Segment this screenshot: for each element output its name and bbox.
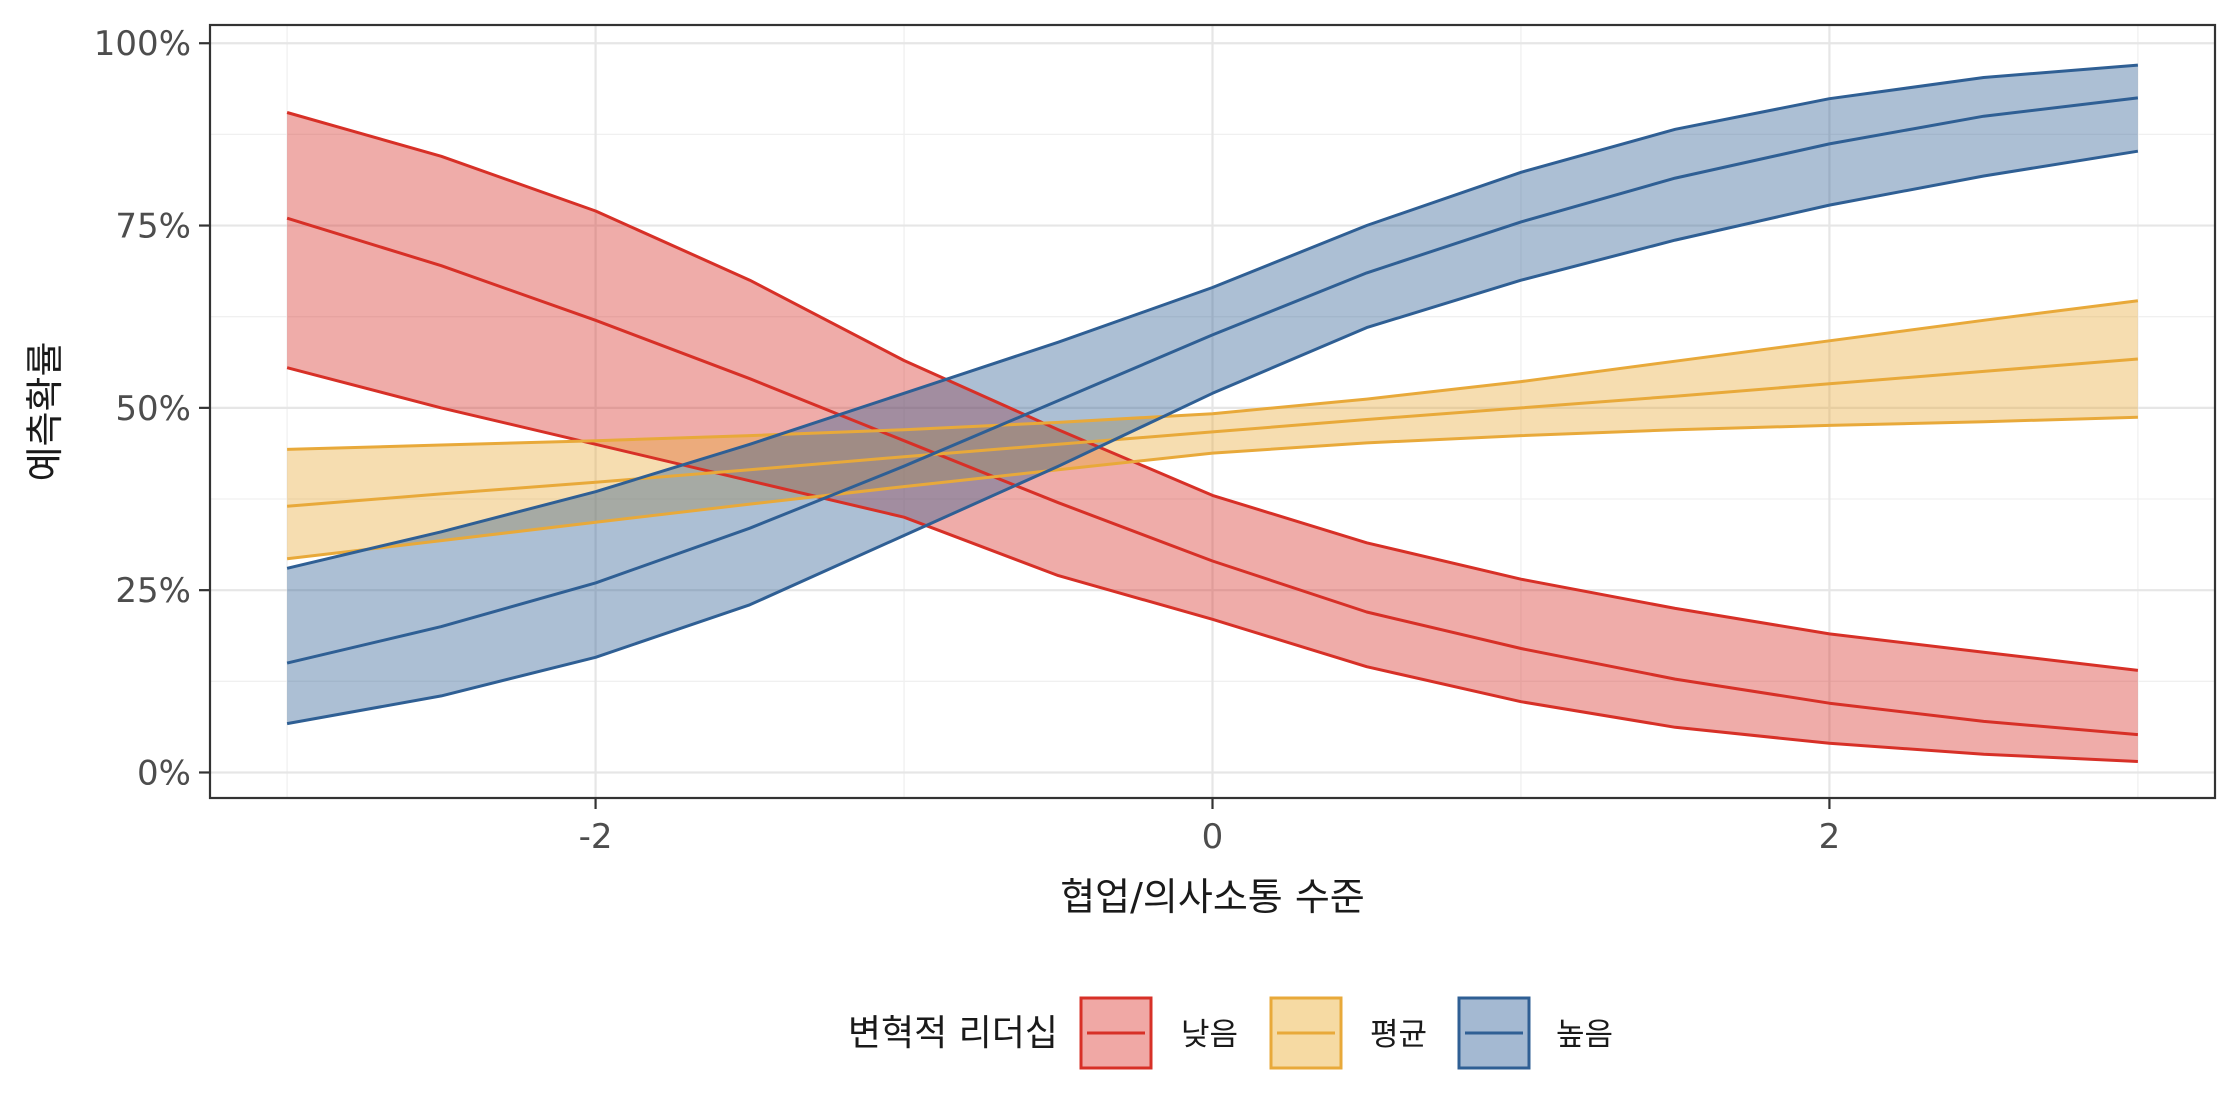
legend-keys: 낮음 평균 높음 <box>1079 996 1613 1070</box>
legend-label-2: 평균 <box>1370 1017 1427 1053</box>
y-tick-label: 25% <box>115 571 191 611</box>
fit-lines <box>286 63 2139 763</box>
x-axis-title: 협업/의사소통 수준 <box>1060 875 1365 919</box>
x-tick-label: 2 <box>1819 817 1841 857</box>
series-1-lower-line <box>286 366 2138 763</box>
grid <box>210 25 2215 798</box>
series-1-fit-line <box>286 216 2139 737</box>
series-2-lower-line <box>286 415 2138 561</box>
series-3-lower-line <box>286 149 2139 726</box>
legend: 변혁적 리더십 낮음 평균 높음 <box>848 996 1613 1070</box>
y-axis-title: 예측확률 <box>23 342 67 482</box>
legend-label-3: 높음 <box>1556 1017 1613 1053</box>
band-2 <box>287 300 2138 559</box>
x-tick-label: -2 <box>579 817 613 857</box>
series-2-upper-line <box>287 299 2139 451</box>
y-tick-label: 50% <box>115 389 191 429</box>
y-tick-label: 75% <box>115 207 191 247</box>
axes: 0% 25% 50% 75% 100% -2 0 2 <box>94 24 1840 857</box>
series-3-fit-line <box>286 96 2139 665</box>
y-tick-label: 0% <box>137 753 191 793</box>
band-1 <box>287 112 2138 762</box>
series-3-upper-line <box>286 63 2139 570</box>
series-2-fit-line <box>286 357 2139 508</box>
series-1-upper-line <box>286 111 2139 672</box>
y-tick-label: 100% <box>94 24 191 64</box>
legend-title: 변혁적 리더십 <box>848 1013 1058 1054</box>
legend-label-1: 낮음 <box>1181 1017 1238 1053</box>
band-3 <box>287 65 2138 724</box>
x-tick-label: 0 <box>1202 817 1224 857</box>
confidence-bands <box>287 65 2138 762</box>
